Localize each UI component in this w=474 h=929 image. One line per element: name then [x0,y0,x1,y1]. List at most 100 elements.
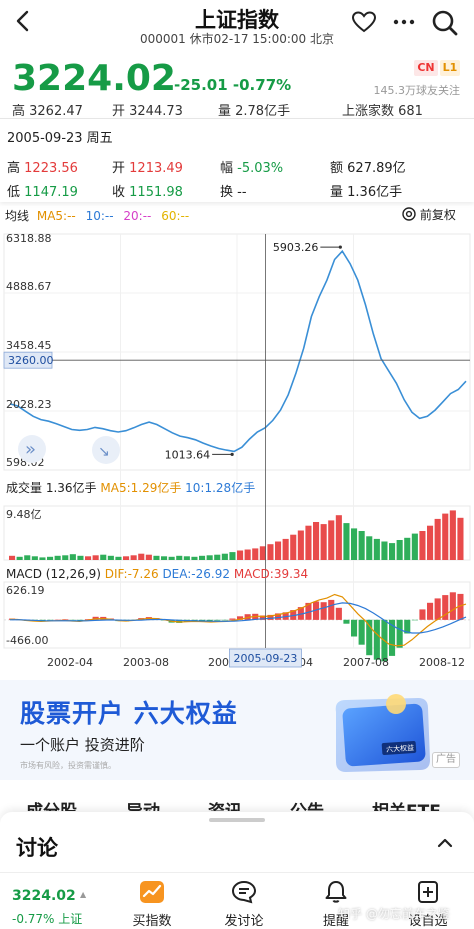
stat-volume: 量 2.78亿手 [218,104,291,118]
volume-bar [24,555,31,560]
volume-bar [457,517,464,560]
sheet-drag-handle[interactable] [209,818,265,822]
chevron-up-icon[interactable] [436,834,454,857]
volume-bar [290,534,297,560]
post-discussion-button[interactable]: 发讨论 [204,880,284,929]
date-axis-label: 2008-12 [419,656,465,669]
ma-label: 均线 [5,209,30,223]
volume-bar [16,556,23,560]
macd-histogram-bar [449,592,456,620]
fuquan-label: 前复权 [419,208,456,222]
macd-histogram-bar [259,615,266,620]
volume-bar [92,555,99,560]
tab-constituents[interactable]: 成分股 [26,797,77,811]
ma20-value: 20:-- [123,209,152,223]
stat-high: 高 3262.47 [12,104,83,118]
volume-bar [373,538,380,560]
triangle-up-icon: ▲ [80,890,87,899]
fast-forward-icon: » [25,439,36,460]
add-watchlist-button[interactable]: 设自选 [388,880,468,929]
volume-bar [214,554,221,560]
macd-histogram-bar [267,614,274,620]
search-icon[interactable] [430,8,460,38]
add-watchlist-label: 设自选 [408,914,448,929]
more-dots-icon[interactable] [390,8,418,36]
volume-bar [305,525,312,560]
volume-bar [54,555,61,560]
volume-bar [31,556,38,560]
macd-histogram-bar [54,619,61,621]
macd-histogram-bar [221,619,228,621]
cursor-price-label: 3260.00 [8,354,54,367]
volume-bar [221,553,228,560]
volume-bar [411,533,418,560]
macd-histogram-bar [419,609,426,620]
volume-bar [161,556,168,560]
macd-histogram-bar [335,607,342,620]
macd-histogram-bar [69,619,76,621]
volume-bar [335,515,342,560]
stat-open: 开 3244.73 [112,104,183,118]
alert-label: 提醒 [322,914,349,929]
volume-bar [115,556,122,560]
back-arrow-icon[interactable] [8,6,38,36]
macd-histogram-bar [85,619,92,620]
price-axis-label: 2028.23 [6,398,52,411]
dea-line [9,602,467,634]
tab-announcements[interactable]: 公告 [290,797,324,811]
arrow-diagonal-icon: ↘ [98,444,110,460]
info-high: 高 1223.56 [7,161,78,176]
stat-rising: 上涨家数 681 [342,104,423,118]
price-axis-label: 3458.45 [6,339,52,352]
low-marker-dot [230,452,234,456]
price-axis-label: 4888.67 [6,280,52,293]
macd-histogram-bar [389,619,396,656]
macd-histogram-bar [305,602,312,620]
volume-bar [123,556,130,560]
high-annotation: 5903.26 [273,241,319,254]
volume-bar [267,544,274,560]
volume-max-label: 9.48亿 [6,508,42,521]
info-amount: 额 627.89亿 [330,161,406,176]
macd-histogram-bar [411,619,418,621]
volume-bar [176,555,183,560]
fuquan-button[interactable]: 前复权 [402,206,456,223]
volume-bar [244,549,251,560]
cursor-price-box [3,351,53,369]
alert-button[interactable]: 提醒 [296,880,376,929]
buy-index-button[interactable]: 买指数 [112,880,192,929]
price-line [9,249,467,453]
level-badge[interactable]: L1 [440,60,460,76]
volume-bar [381,541,388,560]
volume-bar [191,556,198,560]
tab-related-etf[interactable]: 相关ETF [372,797,441,811]
info-turnover: 换 -- [220,185,247,200]
macd-histogram-bar [77,619,84,621]
volume-bar [351,528,358,560]
current-price: 3224.02 [12,58,176,99]
ad-title[interactable]: 股票开户 六大权益 [20,699,238,728]
volume-bar [449,510,456,560]
watermark: 知乎 @勿忘前车之鉴 [338,907,450,921]
cursor-date-label: 2005-09-23 [233,652,297,665]
tab-news[interactable]: 资讯 [208,797,242,811]
info-close: 收 1151.98 [112,185,183,200]
volume-bar [62,555,69,560]
info-date: 2005-09-23 周五 [7,131,113,146]
heart-icon[interactable] [350,8,378,36]
volume-bar [107,555,114,560]
ad-banner[interactable]: 六大权益 [0,680,474,780]
crosshair-info-card: 2005-09-23 周五 高 1223.56 开 1213.49 幅 -5.0… [0,118,474,202]
info-volume: 量 1.36亿手 [330,185,403,200]
discussion-sheet[interactable] [0,812,474,876]
tab-movers[interactable]: 异动 [126,797,160,811]
price-axis-label: 6318.88 [6,232,52,245]
kline-chart[interactable]: 6318.884888.673458.452028.23598.025903.2… [0,224,474,684]
volume-bar [275,541,282,560]
volume-bar [85,556,92,560]
add-watchlist-icon [418,881,438,903]
price-change: -25.01 -0.77% [174,76,292,94]
buy-index-label: 买指数 [132,914,172,929]
volume-bar [39,557,46,560]
volume-bar [427,525,434,560]
